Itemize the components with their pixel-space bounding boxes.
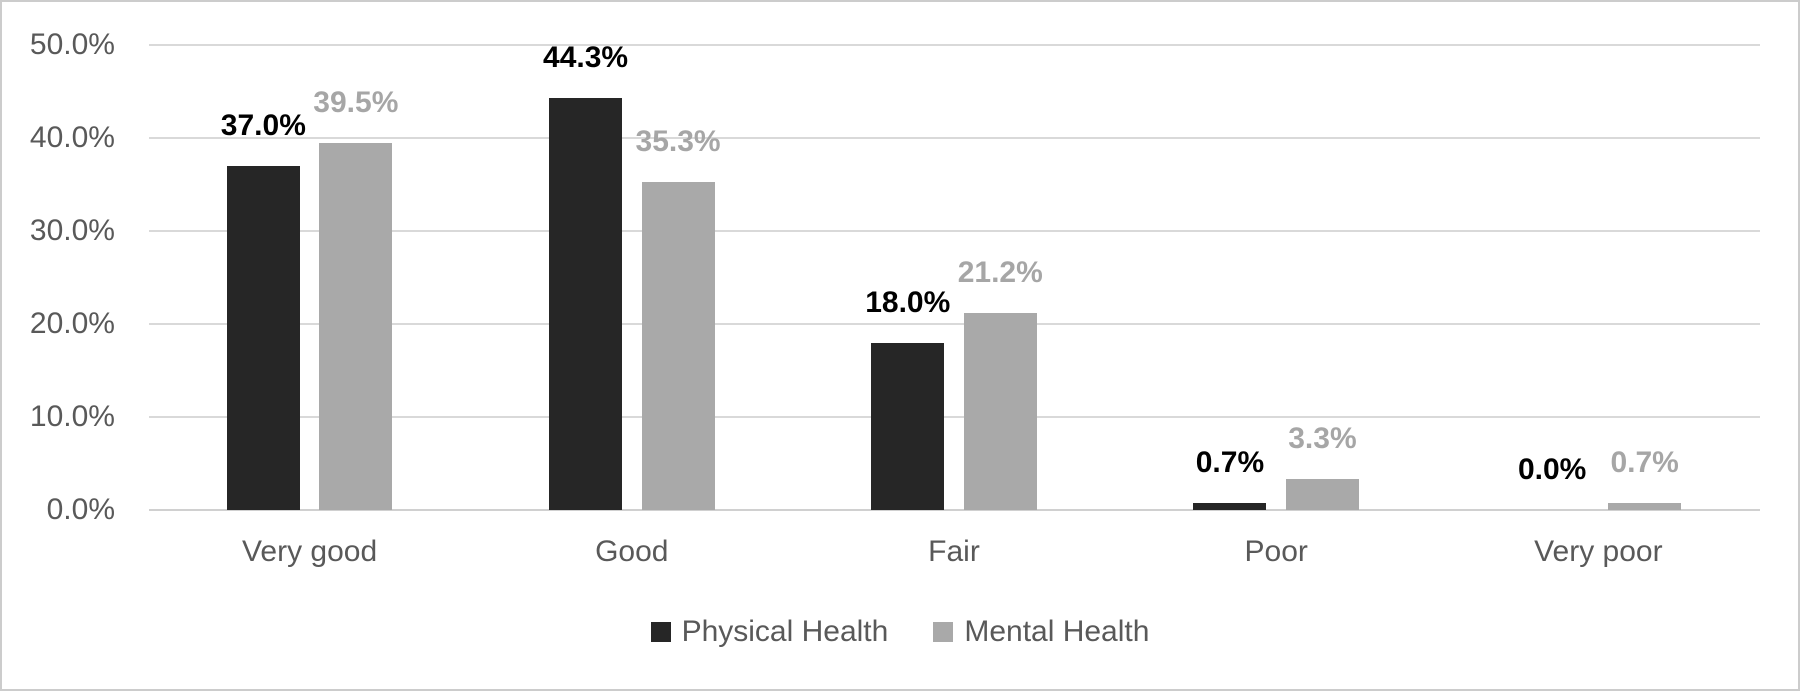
y-axis-tick-label: 20.0% bbox=[29, 307, 115, 340]
legend-label: Mental Health bbox=[964, 615, 1150, 648]
gridline bbox=[148, 416, 1760, 418]
y-axis-tick-label: 30.0% bbox=[29, 214, 115, 247]
x-axis-line bbox=[148, 509, 1760, 511]
y-axis-tick-label: 10.0% bbox=[29, 400, 115, 433]
y-axis-tick-label: 40.0% bbox=[29, 121, 115, 154]
data-label-physical-health-good: 44.3% bbox=[543, 41, 629, 74]
data-label-mental-health-good: 35.3% bbox=[635, 124, 721, 158]
bar-mental-health-very-good bbox=[319, 142, 393, 510]
gridline bbox=[148, 230, 1760, 232]
y-axis-tick-label: 0.0% bbox=[46, 493, 115, 526]
x-axis-label-very-good: Very good bbox=[242, 535, 378, 568]
bar-physical-health-poor bbox=[1193, 503, 1267, 510]
data-label-mental-health-very-poor: 0.7% bbox=[1610, 446, 1679, 480]
gridline bbox=[148, 44, 1760, 46]
bar-mental-health-fair bbox=[963, 312, 1037, 510]
bar-mental-health-poor bbox=[1285, 479, 1359, 510]
data-label-physical-health-poor: 0.7% bbox=[1195, 446, 1265, 480]
data-label-physical-health-very-poor: 0.0% bbox=[1517, 453, 1587, 486]
bar-physical-health-fair bbox=[871, 342, 945, 510]
data-label-mental-health-fair: 21.2% bbox=[957, 255, 1043, 289]
data-label-mental-health-very-good: 39.5% bbox=[313, 85, 399, 119]
legend-label: Physical Health bbox=[681, 615, 889, 648]
bar-physical-health-very-good bbox=[226, 165, 300, 510]
data-label-physical-health-very-good: 37.0% bbox=[220, 108, 306, 142]
legend-swatch-mental-health bbox=[933, 622, 954, 642]
bar-physical-health-good bbox=[549, 98, 623, 510]
x-axis-label-good: Good bbox=[595, 535, 669, 568]
legend-item-physical-health: Physical Health bbox=[650, 614, 889, 650]
x-axis-label-very-poor: Very poor bbox=[1534, 535, 1663, 568]
bar-mental-health-good bbox=[641, 181, 715, 510]
gridline bbox=[148, 137, 1760, 139]
legend-swatch-physical-health bbox=[650, 622, 671, 642]
bar-mental-health-very-poor bbox=[1608, 503, 1682, 510]
y-axis-tick-label: 50.0% bbox=[29, 28, 115, 61]
x-axis-label-poor: Poor bbox=[1244, 535, 1308, 568]
chart-legend: Physical Health Mental Health bbox=[2, 614, 1798, 650]
legend-item-mental-health: Mental Health bbox=[933, 614, 1149, 650]
data-label-mental-health-poor: 3.3% bbox=[1288, 422, 1357, 456]
gridline bbox=[148, 323, 1760, 325]
x-axis-label-fair: Fair bbox=[928, 535, 980, 568]
data-label-physical-health-fair: 18.0% bbox=[865, 285, 951, 319]
